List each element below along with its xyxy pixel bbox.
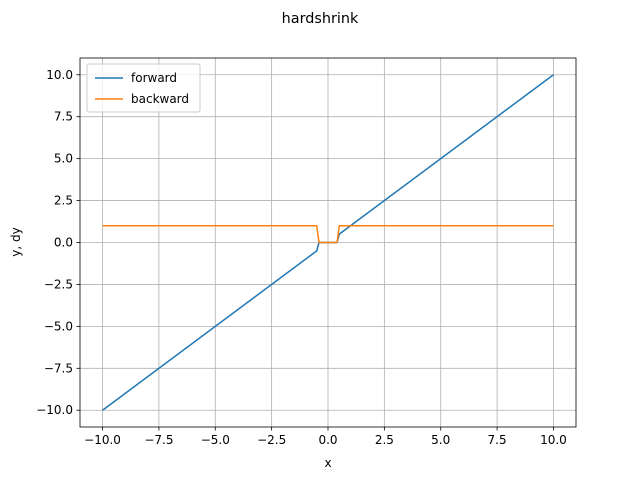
- y-tick-label: 0.0: [54, 236, 73, 250]
- y-tick-label: 7.5: [54, 110, 73, 124]
- legend-label-forward: forward: [131, 71, 177, 85]
- series-line-backward: [102, 224, 554, 244]
- x-tick-label: 2.5: [375, 433, 394, 447]
- y-tick-label: 2.5: [54, 194, 73, 208]
- legend-box: [86, 63, 201, 113]
- x-tick-label: 5.0: [431, 433, 450, 447]
- legend: forward backward: [86, 63, 201, 113]
- x-tick-label: 0.0: [318, 433, 337, 447]
- y-tick-label: −2.5: [44, 277, 73, 291]
- y-tick-label: 5.0: [54, 152, 73, 166]
- y-axis-label: y, dy: [9, 227, 23, 256]
- legend-label-backward: backward: [131, 92, 189, 106]
- y-tick-label: −10.0: [36, 403, 73, 417]
- x-axis-ticks: −10.0 −7.5 −5.0 −2.5 0.0 2.5 5.0 7.5 10.0: [84, 427, 567, 447]
- y-axis-ticks: −10.0 −7.5 −5.0 −2.5 0.0 2.5 5.0 7.5 10.0: [36, 68, 80, 417]
- x-tick-label: 10.0: [540, 433, 567, 447]
- y-tick-label: −5.0: [44, 319, 73, 333]
- x-tick-label: 7.5: [488, 433, 507, 447]
- x-axis-label: x: [324, 456, 331, 470]
- y-tick-label: −7.5: [44, 361, 73, 375]
- x-tick-label: −7.5: [144, 433, 173, 447]
- x-tick-label: −2.5: [257, 433, 286, 447]
- chart-title: hardshrink: [282, 11, 359, 27]
- series-lines: [102, 74, 554, 411]
- x-tick-label: −5.0: [201, 433, 230, 447]
- x-tick-label: −10.0: [84, 433, 121, 447]
- y-tick-label: 10.0: [46, 68, 73, 82]
